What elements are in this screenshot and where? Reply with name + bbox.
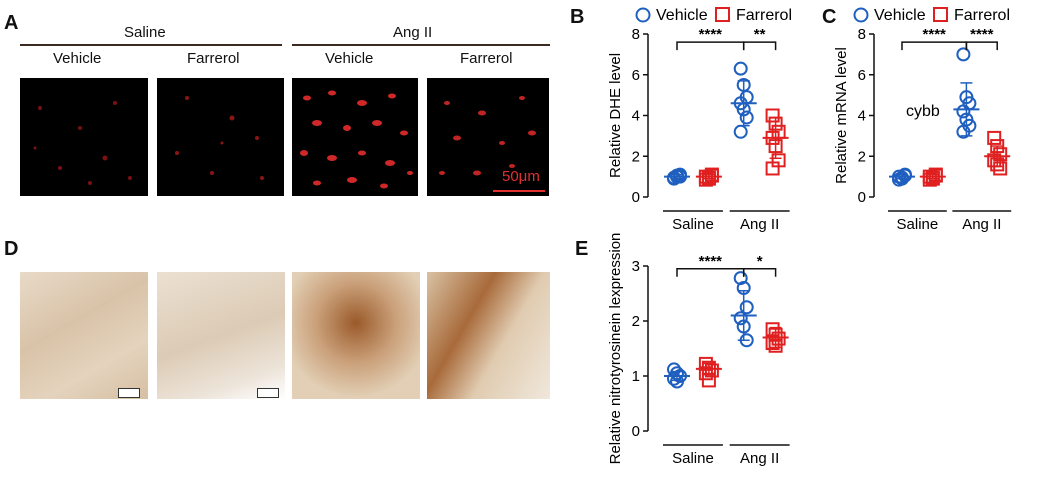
scale-bar — [493, 190, 545, 192]
data-point — [739, 110, 754, 125]
ihc-scale-bar-1 — [118, 388, 140, 398]
legend-label: Vehicle — [874, 7, 926, 24]
data-point — [993, 161, 1008, 176]
dhe-spots-4 — [439, 96, 536, 176]
data-point — [956, 104, 971, 119]
legend-marker — [853, 7, 869, 23]
y-tick-label: 0 — [632, 423, 640, 440]
panel-letter-a: A — [4, 12, 19, 34]
group-label-ang: Ang II — [393, 24, 433, 41]
y-tick-label: 2 — [632, 148, 640, 165]
group-label: Saline — [672, 216, 714, 233]
group-label: Ang II — [740, 450, 779, 467]
data-point — [956, 124, 971, 139]
panel-letter-c: C — [822, 6, 837, 28]
group-label: Saline — [672, 450, 714, 467]
y-tick-label: 0 — [858, 189, 866, 206]
panel-letter-d: D — [4, 238, 19, 260]
y-tick-label: 6 — [858, 67, 866, 84]
data-point — [987, 130, 1002, 145]
data-point — [667, 170, 681, 185]
y-tick-label: 2 — [632, 313, 640, 330]
group-label: Ang II — [740, 216, 779, 233]
col-label-saline-farrerol: Farrerol — [187, 50, 240, 67]
data-point — [956, 47, 971, 62]
col-label-saline-vehicle: Vehicle — [53, 50, 102, 67]
dhe-image-saline-farrerol — [157, 78, 284, 196]
ihc-image-saline-vehicle — [20, 272, 148, 399]
data-point — [765, 161, 780, 176]
chart-c-cybb: 0 2 4 6 8 Relative mRNA level Saline Ang II ****… — [833, 7, 1012, 233]
dhe-spots-3 — [300, 90, 413, 189]
saline-divider — [20, 44, 282, 46]
ihc-image-ang-vehicle — [292, 272, 420, 399]
y-tick-label: 0 — [632, 189, 640, 206]
significance-label: * — [757, 253, 763, 270]
significance-bracket — [965, 41, 998, 51]
data-point — [733, 61, 748, 76]
col-label-ang-farrerol: Farrerol — [460, 50, 513, 67]
data-point — [667, 371, 681, 386]
y-tick-label: 8 — [632, 26, 640, 43]
significance-label: **** — [970, 26, 994, 43]
chart-e-nitrotyrosine: 0 1 2 3 Relative nitrotyrosinein lexpression… — [607, 233, 790, 467]
panel-letter-e: E — [575, 238, 589, 260]
legend-marker — [715, 7, 730, 22]
y-tick-label: 6 — [632, 67, 640, 84]
significance-bracket — [742, 41, 777, 51]
group-label: Ang II — [962, 216, 1001, 233]
legend-label: Vehicle — [656, 7, 708, 24]
y-tick-label: 4 — [632, 108, 640, 125]
legend-label: Farrerol — [736, 7, 792, 24]
legend-marker — [933, 7, 948, 22]
significance-label: **** — [699, 253, 723, 270]
data-point — [698, 366, 713, 381]
y-axis-label: Relative mRNA level — [833, 47, 850, 184]
dhe-spots-2 — [175, 96, 264, 180]
ihc-image-saline-farrerol — [157, 272, 285, 399]
significance-bracket — [676, 41, 745, 51]
legend-label: Farrerol — [954, 7, 1010, 24]
chart-annotation: cybb — [906, 103, 940, 120]
significance-bracket — [901, 41, 968, 51]
y-axis-label: Relative nitrotyrosinein lexpression — [607, 233, 624, 465]
dhe-image-ang-vehicle — [292, 78, 418, 196]
dhe-image-ang-farrerol: 50μm — [427, 78, 549, 196]
legend-marker — [635, 7, 651, 23]
y-tick-label: 8 — [858, 26, 866, 43]
ihc-scale-bar-2 — [257, 388, 279, 398]
y-tick-label: 3 — [632, 258, 640, 275]
data-point — [733, 124, 748, 139]
significance-label: **** — [923, 26, 947, 43]
dhe-spots-1 — [33, 101, 132, 185]
col-label-ang-vehicle: Vehicle — [325, 50, 374, 67]
ihc-image-ang-farrerol — [427, 272, 550, 399]
significance-bracket — [676, 268, 745, 277]
y-tick-label: 4 — [858, 108, 866, 125]
group-label: Saline — [897, 216, 939, 233]
significance-label: **** — [699, 26, 723, 43]
y-axis-label: Relative DHE level — [607, 53, 624, 178]
data-point — [765, 108, 780, 123]
data-point — [733, 311, 748, 326]
y-tick-label: 1 — [632, 368, 640, 385]
significance-bracket — [742, 268, 777, 277]
data-point — [733, 271, 748, 286]
group-label-saline: Saline — [124, 24, 166, 41]
y-tick-label: 2 — [858, 148, 866, 165]
dhe-image-saline-vehicle — [20, 78, 148, 196]
data-point — [739, 300, 754, 315]
scale-bar-label: 50μm — [502, 168, 540, 185]
panel-letter-b: B — [570, 6, 585, 28]
significance-label: ** — [754, 26, 766, 43]
ang-divider — [292, 44, 550, 46]
